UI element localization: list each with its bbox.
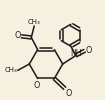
Text: O: O: [34, 81, 40, 90]
Text: O: O: [14, 31, 21, 40]
Text: NH: NH: [70, 49, 81, 58]
Text: O: O: [66, 89, 72, 98]
Text: CH₃: CH₃: [4, 67, 17, 73]
Text: O: O: [85, 46, 92, 55]
Text: CH₃: CH₃: [28, 19, 41, 25]
